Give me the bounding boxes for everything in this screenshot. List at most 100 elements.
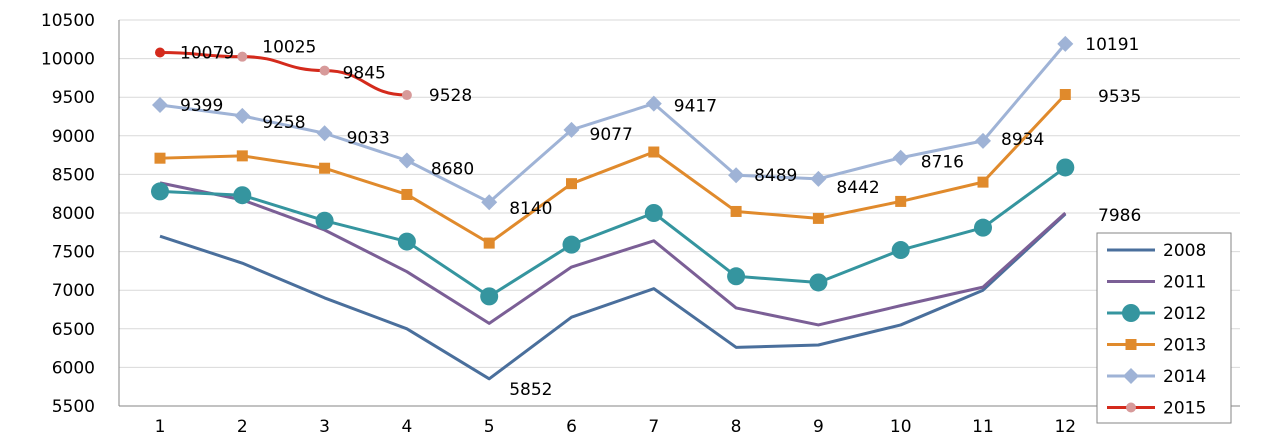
data-point	[727, 267, 746, 286]
series-line-2015	[159, 51, 407, 97]
data-point	[234, 107, 251, 124]
data-label: 9258	[262, 113, 305, 133]
data-point	[481, 194, 498, 211]
data-label: 9845	[343, 64, 386, 84]
data-label: 9399	[180, 96, 223, 116]
legend-item-2013: 2013	[1107, 336, 1206, 356]
data-label: 9417	[674, 97, 717, 117]
y-tick-label: 8500	[52, 165, 95, 185]
data-point	[236, 150, 248, 162]
x-tick-label: 9	[813, 417, 824, 434]
y-tick-label: 10000	[41, 50, 95, 70]
data-point	[977, 176, 989, 188]
data-label: 5852	[509, 380, 552, 400]
data-point	[152, 96, 168, 113]
legend-item-2014: 2014	[1107, 367, 1206, 387]
data-point	[645, 95, 662, 112]
x-tick-label: 2	[237, 417, 248, 434]
series-line-2012	[159, 166, 1067, 298]
data-point	[401, 90, 412, 101]
x-tick-label: 3	[319, 417, 330, 434]
series-2015	[155, 47, 412, 101]
data-point	[398, 152, 415, 169]
data-label-layer: 5852 7986 9535 9399 9258 9033 8680 8140 9077 9417…	[180, 35, 1141, 400]
legend-label: 2012	[1163, 304, 1206, 324]
data-label: 9528	[429, 86, 472, 106]
legend-item-2015: 2015	[1107, 399, 1206, 419]
data-point	[151, 182, 169, 201]
data-label: 8680	[431, 160, 474, 180]
data-point	[315, 211, 334, 230]
data-point	[154, 152, 166, 164]
data-point	[316, 125, 333, 142]
data-point	[237, 51, 248, 62]
data-point	[810, 170, 827, 187]
data-label: 9033	[347, 128, 390, 148]
data-point	[397, 232, 416, 251]
y-tick-label: 10500	[41, 11, 95, 31]
data-label: 8140	[509, 199, 552, 219]
x-tick-label: 4	[401, 417, 412, 434]
x-tick-label: 1	[155, 417, 166, 434]
y-tick-label: 9500	[52, 88, 95, 108]
data-label: 9535	[1098, 87, 1141, 107]
data-point	[809, 273, 828, 292]
data-label: 8442	[836, 178, 879, 198]
legend: 2008 2011 2012 2013 2014 2015	[1096, 232, 1232, 424]
data-point	[401, 188, 413, 200]
data-point	[812, 212, 824, 224]
x-tick-label: 6	[566, 417, 577, 434]
data-point	[1059, 88, 1071, 100]
y-tick-label: 5500	[52, 397, 95, 417]
data-label: 10025	[262, 38, 316, 58]
legend-marker	[1122, 304, 1140, 322]
data-point	[975, 132, 991, 149]
legend-label: 2008	[1163, 241, 1206, 261]
series-line-2008	[159, 212, 1067, 381]
y-tick-label: 7000	[52, 281, 95, 301]
x-tick-label: 11	[972, 417, 994, 434]
y-tick-label: 6500	[52, 320, 95, 340]
data-label: 9077	[590, 125, 633, 145]
series-2014	[152, 35, 1074, 211]
y-tick-label: 9000	[52, 127, 95, 147]
legend-box	[1096, 232, 1232, 424]
x-tick-label: 12	[1054, 417, 1076, 434]
legend-item-2008: 2008	[1107, 241, 1206, 261]
series-2008	[159, 212, 1067, 381]
grid-layer	[119, 19, 1240, 407]
x-tick-label: 8	[731, 417, 742, 434]
legend-label: 2015	[1163, 399, 1206, 419]
legend-item-2012: 2012	[1107, 304, 1206, 324]
legend-label: 2011	[1163, 273, 1206, 293]
data-label: 8934	[1001, 130, 1044, 150]
legend-label: 2014	[1163, 367, 1206, 387]
data-point	[644, 204, 663, 222]
legend-label: 2013	[1163, 336, 1206, 356]
y-tick-label: 7500	[52, 243, 95, 263]
data-point	[891, 241, 910, 260]
data-point	[1057, 35, 1074, 52]
data-label: 10191	[1085, 35, 1139, 55]
series-layer	[151, 35, 1075, 381]
data-point	[319, 162, 331, 174]
data-point	[562, 235, 581, 254]
data-point	[728, 167, 745, 184]
data-point	[566, 178, 577, 190]
data-point	[319, 65, 330, 76]
data-point	[895, 195, 907, 207]
data-point	[730, 205, 742, 217]
data-label: 7986	[1098, 206, 1141, 226]
data-point	[155, 47, 165, 58]
y-tick-label: 6000	[52, 358, 95, 378]
data-point	[1056, 158, 1075, 177]
series-line-2011	[159, 181, 1067, 327]
data-label: 8716	[921, 153, 964, 173]
x-tick-label: 7	[648, 417, 659, 434]
legend-marker	[1123, 368, 1139, 384]
series-2013	[154, 88, 1071, 249]
x-tick-label: 5	[484, 417, 495, 434]
legend-marker	[1126, 402, 1136, 413]
data-label: 8489	[754, 166, 797, 186]
data-point	[892, 149, 909, 166]
